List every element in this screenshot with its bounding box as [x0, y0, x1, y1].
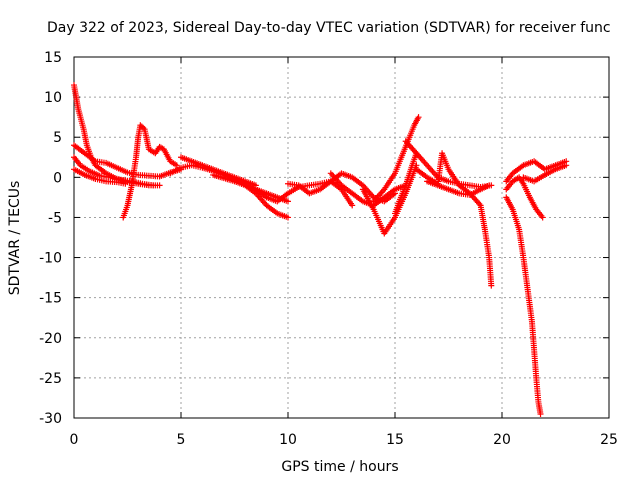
series-track-4 — [71, 166, 129, 187]
y-tick-label: 15 — [44, 50, 62, 66]
data-point — [122, 180, 129, 187]
x-tick-label: 25 — [600, 432, 618, 448]
chart-title: Day 322 of 2023, Sidereal Day-to-day VTE… — [47, 20, 611, 36]
y-tick-label: -15 — [39, 291, 62, 307]
series-track-10 — [285, 170, 398, 205]
data-point — [156, 182, 163, 189]
x-tick-label: 15 — [386, 432, 404, 448]
series-track-2 — [71, 142, 184, 180]
data-points — [71, 82, 570, 417]
y-tick-label: -25 — [39, 371, 62, 387]
data-point — [486, 182, 493, 189]
data-point — [415, 114, 422, 121]
series-track-19 — [503, 158, 570, 185]
y-tick-label: 10 — [44, 90, 62, 106]
data-point — [563, 162, 570, 169]
data-point — [285, 198, 291, 205]
data-point — [488, 282, 495, 289]
plot-frame — [73, 56, 610, 419]
series-track-18 — [503, 194, 544, 417]
data-point — [349, 202, 356, 209]
data-point — [539, 214, 546, 221]
series-track-20 — [503, 174, 546, 221]
series-track-8 — [178, 154, 259, 189]
series-track-7 — [210, 171, 291, 221]
series-track-3 — [71, 154, 157, 189]
axis-ticks: 0 5 10 15 20 25 -30 -25 -20 -15 -10 -5 0 5 10 15 — [39, 50, 618, 448]
grid — [74, 57, 609, 418]
x-tick-label: 5 — [177, 432, 186, 448]
data-point — [285, 214, 291, 221]
data-point — [537, 410, 544, 417]
y-tick-label: -5 — [48, 210, 62, 226]
y-tick-label: -20 — [39, 331, 62, 347]
series-track-5 — [120, 122, 180, 221]
y-tick-label: 0 — [53, 170, 62, 186]
data-point — [150, 182, 157, 189]
series-track-16 — [413, 150, 495, 289]
series-track-14 — [392, 150, 420, 217]
data-point — [173, 162, 180, 169]
x-tick-label: 20 — [493, 432, 511, 448]
x-axis-label: GPS time / hours — [281, 459, 398, 475]
y-tick-label: -10 — [39, 251, 62, 267]
y-tick-label: -30 — [39, 411, 62, 427]
x-tick-label: 10 — [279, 432, 297, 448]
series-track-21 — [520, 162, 570, 185]
series-track-17 — [424, 178, 493, 198]
x-tick-label: 0 — [70, 432, 79, 448]
y-axis-label: SDTVAR / TECUs — [7, 181, 23, 296]
y-tick-label: 5 — [53, 130, 62, 146]
